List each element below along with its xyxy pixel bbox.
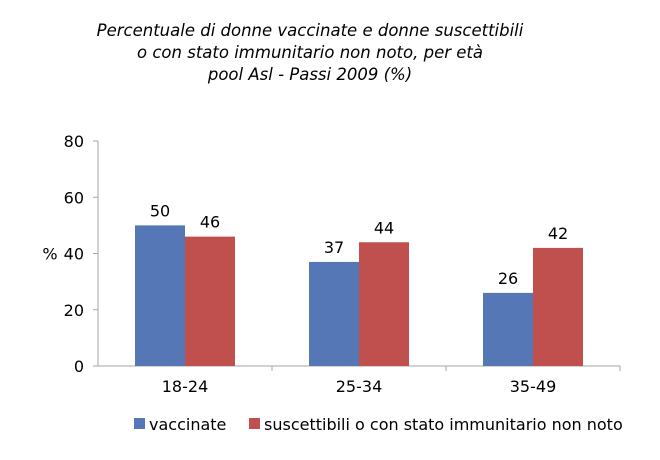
legend-swatch	[249, 418, 260, 429]
title-line-2: o con stato immunitario non noto, per et…	[137, 43, 483, 62]
y-tick-label: 40	[64, 245, 84, 264]
legend-label: vaccinate	[149, 415, 226, 434]
bar-vaccinate	[309, 261, 359, 366]
y-tick-label: 80	[64, 132, 84, 151]
y-tick-label: 0	[74, 357, 84, 376]
title-line-1: Percentuale di donne vaccinate e donne s…	[96, 21, 524, 40]
title-line-3: pool Asl - Passi 2009 (%)	[207, 65, 413, 84]
y-tick-label: 20	[64, 301, 84, 320]
data-label: 44	[374, 218, 394, 237]
legend-label: suscettibili o con stato immunitario non…	[264, 415, 623, 434]
y-axis-label: %	[42, 245, 57, 264]
data-label: 37	[324, 238, 344, 257]
bar-suscettibili	[533, 247, 583, 366]
bar-suscettibili	[359, 242, 409, 366]
data-label: 26	[498, 269, 518, 288]
legend-swatch	[134, 418, 145, 429]
data-label: 46	[200, 213, 220, 232]
bar-vaccinate	[483, 292, 533, 366]
data-label: 50	[150, 201, 170, 220]
y-tick-label: 60	[64, 188, 84, 207]
x-tick-label: 18-24	[162, 377, 209, 396]
bar-suscettibili	[185, 236, 235, 366]
data-label: 42	[548, 224, 568, 243]
chart-title: Percentuale di donne vaccinate e donne s…	[0, 20, 620, 86]
x-tick-label: 25-34	[336, 377, 383, 396]
x-tick-label: 35-49	[510, 377, 557, 396]
bar-vaccinate	[135, 225, 185, 366]
